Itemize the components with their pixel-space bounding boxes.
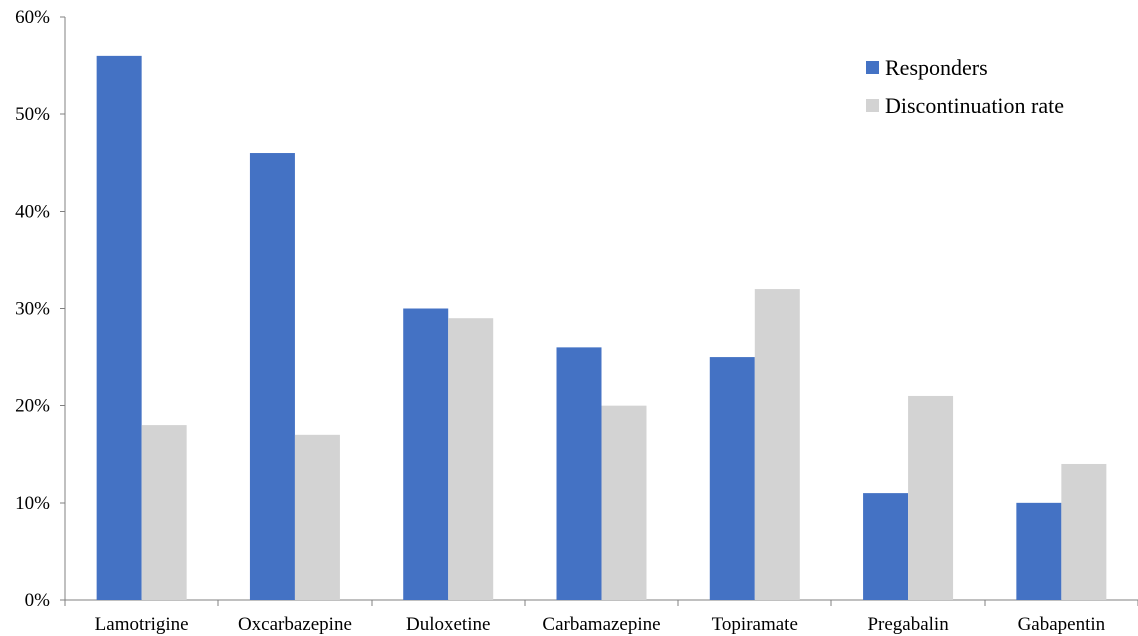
bar-discontinuation-rate <box>448 318 494 600</box>
legend: Responders Discontinuation rate <box>866 55 1064 118</box>
bar-responders <box>1016 502 1062 600</box>
bar-discontinuation-rate <box>908 395 954 600</box>
bar-discontinuation-rate <box>754 289 800 600</box>
bar-discontinuation-rate <box>1061 463 1107 600</box>
x-axis: Lamotrigine Oxcarbazepine Duloxetine Carbam… <box>64 599 1138 635</box>
x-category-label: Carbamazepine <box>542 614 660 635</box>
y-tick-label: 50% <box>15 104 50 125</box>
bar-responders <box>863 493 909 600</box>
x-category-label: Gabapentin <box>1018 614 1106 635</box>
legend-label: Responders <box>885 55 988 80</box>
y-tick-label: 60% <box>15 7 50 28</box>
y-tick-label: 20% <box>15 396 50 417</box>
bar-discontinuation-rate <box>601 405 647 600</box>
x-category-label: Lamotrigine <box>95 614 189 635</box>
y-tick-label: 10% <box>15 493 50 514</box>
y-axis: 0% 10% 20% 30% 40% 50% 60% <box>15 7 66 611</box>
bar-discontinuation-rate <box>141 425 187 600</box>
bar-responders <box>709 357 755 600</box>
legend-swatch <box>866 99 879 112</box>
x-category-label: Topiramate <box>712 614 798 635</box>
bars <box>96 55 1107 601</box>
bar-responders <box>96 55 142 601</box>
bar-responders <box>403 308 449 600</box>
legend-label: Discontinuation rate <box>885 93 1064 118</box>
bar-discontinuation-rate <box>294 434 340 600</box>
y-tick-label: 30% <box>15 299 50 320</box>
legend-swatch <box>866 61 879 74</box>
y-tick-label: 40% <box>15 201 50 222</box>
bar-responders <box>249 153 295 601</box>
x-category-label: Oxcarbazepine <box>238 614 352 635</box>
bar-responders <box>556 347 602 600</box>
x-category-label: Duloxetine <box>406 614 490 635</box>
x-category-label: Pregabalin <box>867 614 949 635</box>
y-tick-label: 0% <box>25 590 51 611</box>
